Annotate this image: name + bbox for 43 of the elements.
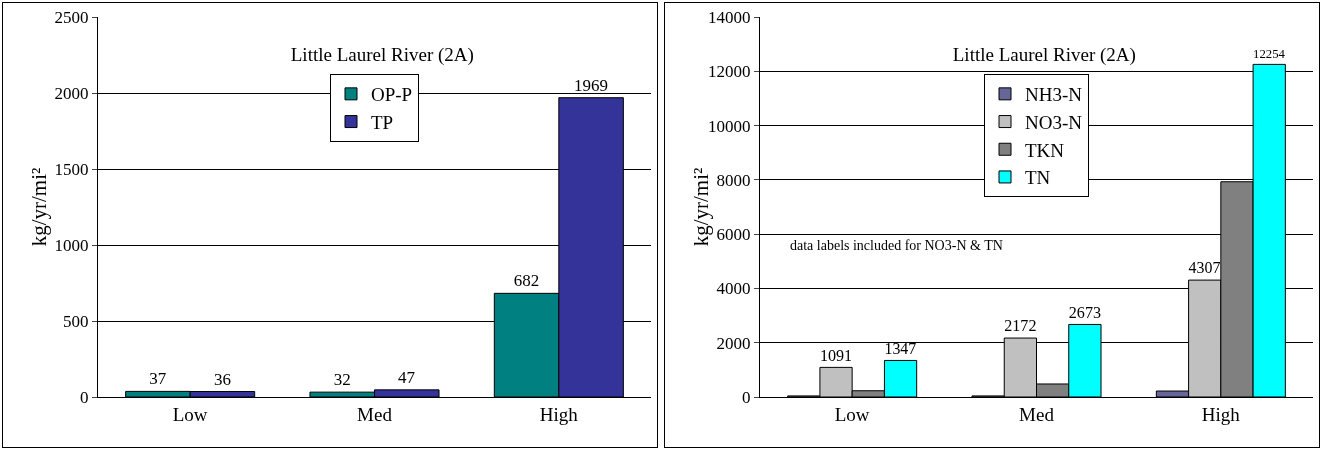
x-tick-label: Low [834, 403, 870, 425]
text: Little Laurel River (2A) [290, 43, 474, 66]
y-axis-title: kg/yr/mi² [27, 167, 51, 247]
y-tick-label: 12000 [708, 62, 751, 82]
y-tick-label: 10000 [708, 116, 751, 136]
data-label: 2172 [1004, 317, 1037, 335]
data-label: 32 [333, 370, 351, 390]
x-tick-label: Med [1019, 403, 1055, 425]
legend-label: OP-P [371, 84, 413, 106]
text: Little Laurel River (2A) [952, 43, 1136, 66]
y-axis-title: kg/yr/mi² [689, 167, 713, 247]
y-tick-label: 6000 [716, 225, 751, 245]
x-tick-label: Med [357, 403, 393, 425]
y-tick-label: 500 [63, 311, 89, 331]
y-tick-label: 0 [742, 387, 751, 407]
data-label: 36 [213, 369, 231, 389]
data-label: 1091 [819, 346, 853, 364]
y-tick-label: 14000 [708, 7, 751, 27]
data-label: 47 [398, 367, 416, 387]
data-label: 2673 [1068, 303, 1102, 321]
legend-label: TKN [1025, 139, 1065, 161]
y-tick-label: 1000 [54, 235, 89, 255]
y-tick-label: 4000 [716, 279, 751, 299]
data-label: 37 [149, 369, 167, 389]
legend-label: NH3-N [1025, 84, 1083, 106]
y-tick-label: 2000 [54, 83, 89, 103]
x-tick-label: High [1201, 403, 1241, 425]
data-label: 1969 [574, 75, 609, 95]
y-tick-label: 8000 [716, 170, 751, 190]
y-tick-label: 2000 [716, 333, 751, 353]
data-label: 12254 [1253, 47, 1286, 62]
data-label: 1347 [884, 339, 917, 357]
x-tick-label: Low [172, 403, 208, 425]
legend-label: TP [371, 111, 394, 133]
y-tick-label: 2500 [54, 7, 89, 27]
x-tick-label: High [539, 403, 579, 425]
data-label: 4307 [1188, 259, 1221, 277]
legend-label: TN [1025, 167, 1051, 189]
data-label: 682 [513, 271, 540, 291]
annotation: data labels included for NO3-N & TN [790, 238, 1003, 253]
y-tick-label: 0 [80, 387, 89, 407]
y-tick-label: 1500 [54, 159, 89, 179]
legend-label: NO3-N [1025, 111, 1083, 133]
